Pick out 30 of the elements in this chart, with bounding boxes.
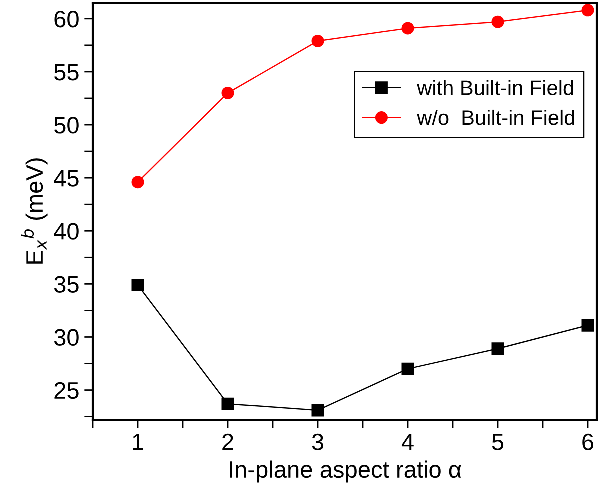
point [402, 362, 414, 376]
point [312, 34, 324, 48]
x-tick-label: 5 [492, 434, 504, 451]
x-tick-label: 1 [133, 434, 144, 450]
y-tick-label: 45 [54, 170, 79, 187]
y-tick-label: 50 [54, 117, 79, 134]
y-tick-label: 40 [54, 223, 79, 240]
y-tick-label: 35 [54, 276, 79, 293]
x-tick-label: 4 [402, 434, 414, 450]
point [492, 16, 504, 28]
x-tick-label: 2 [222, 434, 234, 450]
x-tick-label: 3 [312, 434, 324, 451]
point [312, 404, 324, 417]
legend-label: w/o Built-in Field [417, 110, 574, 126]
x-tick-label: 6 [582, 434, 594, 451]
y-axis-title: E$_{x}$$^{b}$ (meV) [21, 158, 48, 264]
point [582, 319, 594, 332]
point [492, 342, 504, 356]
point [132, 278, 144, 292]
y-tick-label: 55 [54, 64, 79, 81]
point [402, 22, 414, 35]
y-tick-label: 60 [54, 10, 79, 28]
point [222, 398, 234, 410]
point [582, 4, 594, 17]
y-tick-label: 25 [54, 382, 79, 400]
x-axis-title: In-plane aspect ratio α [230, 460, 462, 483]
point [132, 176, 144, 189]
legend-label: with Built-in Field [417, 80, 574, 96]
point [222, 86, 234, 100]
y-tick-label: 30 [54, 329, 79, 346]
